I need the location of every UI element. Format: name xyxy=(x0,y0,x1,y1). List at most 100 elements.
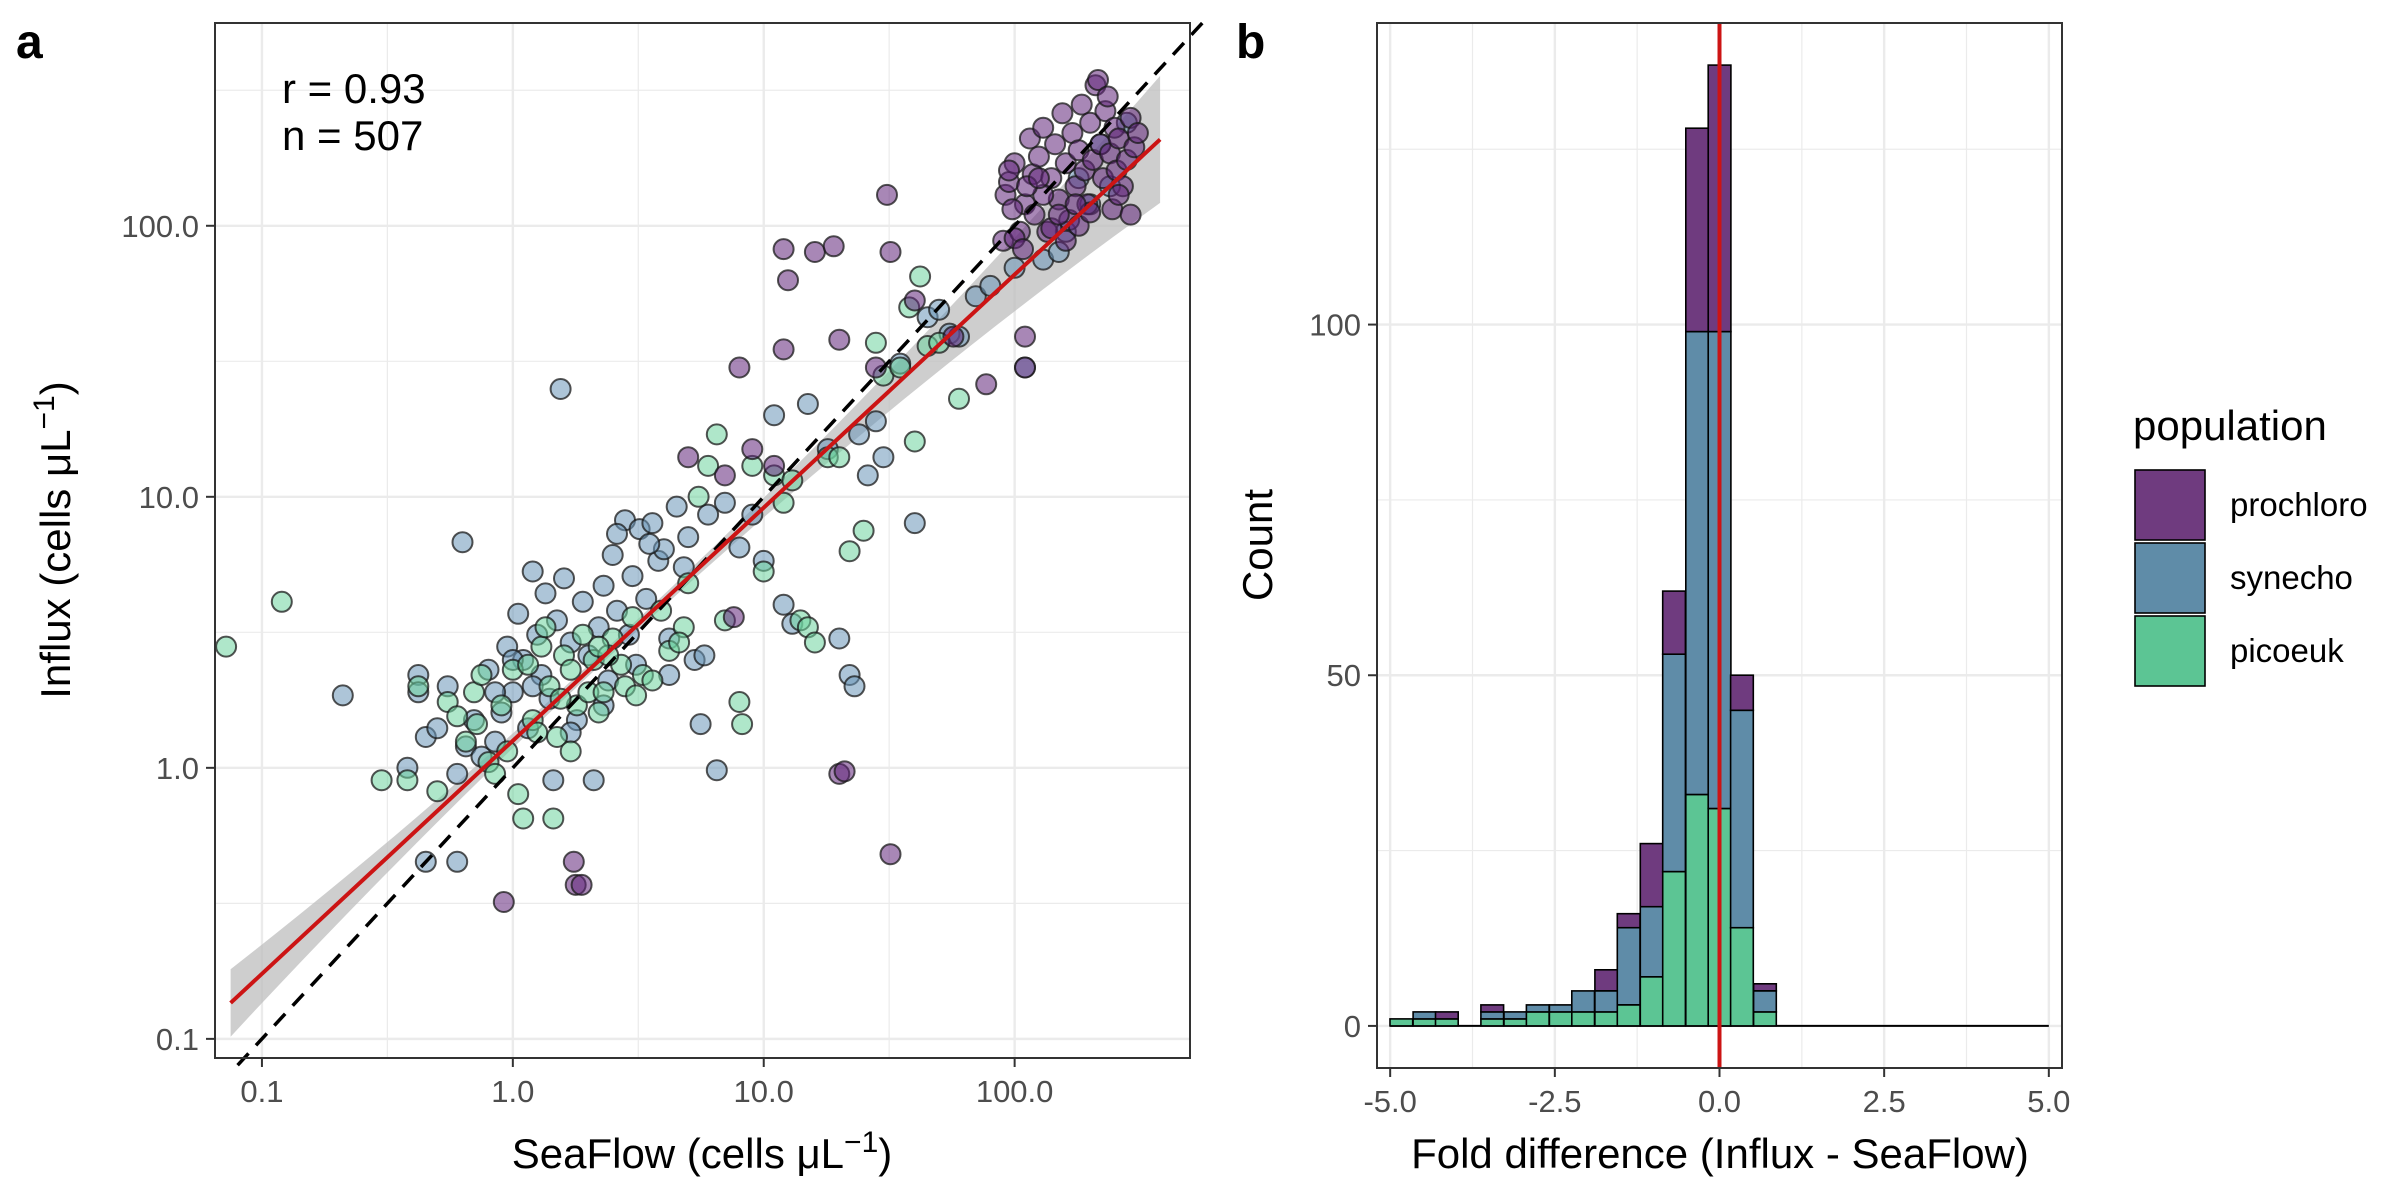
scatter-point-prochloro xyxy=(772,238,795,261)
scatter-x-axis-title: SeaFlow (cells μL−1) xyxy=(512,1126,893,1177)
scatter-point-synecho xyxy=(507,602,530,625)
x-tick-label: 1.0 xyxy=(491,1074,534,1109)
scatter-x-title-exponent: −1 xyxy=(844,1126,878,1159)
scatter-point-picoeuk xyxy=(909,265,932,288)
legend-title: population xyxy=(2133,402,2327,449)
scatter-point-prochloro xyxy=(677,446,700,469)
scatter-point-prochloro xyxy=(562,850,585,873)
scatter-point-prochloro xyxy=(942,325,965,348)
scatter-point-synecho xyxy=(697,503,720,526)
scatter-point-picoeuk xyxy=(772,491,795,514)
scatter-point-prochloro xyxy=(833,760,856,783)
histogram-bar-synecho xyxy=(1525,1004,1550,1013)
scatter-point-prochloro xyxy=(728,356,751,379)
scatter-point-picoeuk xyxy=(559,740,582,763)
scatter-point-picoeuk xyxy=(731,713,754,736)
scatter-point-picoeuk xyxy=(454,730,477,753)
histogram-bar-synecho xyxy=(1480,1011,1505,1020)
scatter-point-synecho xyxy=(828,627,851,650)
histogram-bar-synecho xyxy=(1594,990,1619,1013)
histogram-bar-synecho xyxy=(1752,990,1778,1013)
scatter-point-picoeuk xyxy=(470,664,493,686)
scatter-point-synecho xyxy=(677,526,700,549)
scatter-point-synecho xyxy=(864,410,887,433)
scatter-point-prochloro xyxy=(803,241,826,263)
scatter-point-prochloro xyxy=(570,873,593,896)
scatter-point-prochloro xyxy=(772,338,795,361)
scatter-y-axis-title: Influx (cells μL−1) xyxy=(28,381,79,699)
scatter-point-synecho xyxy=(451,531,474,554)
scatter-point-prochloro xyxy=(1014,356,1036,379)
scatter-point-picoeuk xyxy=(542,807,565,830)
scatter-point-picoeuk xyxy=(496,740,519,763)
y-tick-label: 1.0 xyxy=(156,751,199,786)
scatter-point-picoeuk xyxy=(852,519,875,542)
scatter-point-synecho xyxy=(665,495,688,518)
scatter-point-synecho xyxy=(689,713,712,736)
scatter-point-picoeuk xyxy=(559,658,582,681)
scatter-point-picoeuk xyxy=(625,684,648,707)
scatter-point-synecho xyxy=(728,536,751,559)
panel-letter-b: b xyxy=(1236,16,1265,69)
scatter-point-synecho xyxy=(553,567,575,590)
scatter-point-picoeuk xyxy=(948,387,970,410)
legend-label-picoeuk: picoeuk xyxy=(2230,632,2344,669)
scatter-point-prochloro xyxy=(763,454,786,477)
regression-line xyxy=(229,137,1162,1005)
histogram-bar-synecho xyxy=(1729,709,1755,929)
scatter-point-prochloro xyxy=(777,269,799,292)
scatter-point-picoeuk xyxy=(507,783,530,806)
legend-swatch-prochloro xyxy=(2134,469,2206,541)
histogram-bar-synecho xyxy=(1412,1011,1437,1020)
scatter-point-synecho xyxy=(426,717,449,740)
scatter-point-picoeuk xyxy=(803,631,826,654)
histogram-bar-prochloro xyxy=(1752,982,1778,992)
histogram-bar-synecho xyxy=(1548,1004,1573,1013)
histogram-bar-picoeuk xyxy=(1661,870,1687,1027)
scatter-point-picoeuk xyxy=(592,681,615,704)
scatter-point-synecho xyxy=(446,850,469,873)
scatter-point-prochloro xyxy=(1070,93,1093,116)
scatter-point-synecho xyxy=(741,503,764,526)
legend-items: prochloro synecho picoeuk xyxy=(2134,469,2368,687)
scatter-y-title-close: ) xyxy=(32,381,79,395)
scatter-point-prochloro xyxy=(975,373,998,396)
scatter-point-picoeuk xyxy=(668,631,691,654)
scatter-point-synecho xyxy=(903,512,926,535)
correlation-annotation: r = 0.93 xyxy=(282,65,426,112)
scatter-point-picoeuk xyxy=(728,691,751,713)
histogram-bar-picoeuk xyxy=(1412,1018,1437,1027)
scatter-panel: a 0.1 1.0 10.0 100.0 0.1 1.0 10.0 100.0 r = 0.9… xyxy=(16,16,1204,1177)
scatter-point-picoeuk xyxy=(587,635,610,658)
x-tick-label: 5.0 xyxy=(2027,1084,2070,1119)
scatter-point-synecho xyxy=(571,590,594,613)
scatter-point-picoeuk xyxy=(396,769,419,792)
identity-line xyxy=(236,21,1204,1067)
x-tick-label: 0.1 xyxy=(240,1074,283,1109)
scatter-point-picoeuk xyxy=(697,454,720,477)
scatter-point-picoeuk xyxy=(687,485,710,508)
scatter-point-picoeuk xyxy=(641,669,664,692)
x-tick-label: 10.0 xyxy=(734,1074,794,1109)
scatter-axis-ticks: 0.1 1.0 10.0 100.0 0.1 1.0 10.0 100.0 xyxy=(121,209,1053,1109)
histogram-bar-picoeuk xyxy=(1594,1011,1619,1027)
sample-size-annotation: n = 507 xyxy=(282,112,423,159)
histogram-bar-picoeuk xyxy=(1480,1018,1505,1027)
y-tick-label: 100 xyxy=(1309,308,1361,343)
scatter-point-prochloro xyxy=(713,464,736,487)
confidence-band-shape xyxy=(230,75,1161,1037)
scatter-y-title-main: Influx (cells μL xyxy=(32,429,79,698)
x-tick-label: 0.0 xyxy=(1698,1084,1741,1119)
confidence-band xyxy=(230,75,1161,1037)
histogram-bar-synecho xyxy=(1571,990,1596,1013)
histogram-bar-picoeuk xyxy=(1571,1011,1596,1027)
scatter-point-synecho xyxy=(542,769,565,792)
legend: population prochloro synecho picoeuk xyxy=(2133,402,2368,687)
scatter-point-picoeuk xyxy=(512,807,535,830)
scatter-point-prochloro xyxy=(1054,229,1077,252)
histogram-bar-prochloro xyxy=(1616,912,1641,929)
scatter-point-picoeuk xyxy=(705,423,728,446)
legend-label-prochloro: prochloro xyxy=(2230,486,2368,523)
scatter-point-picoeuk xyxy=(466,713,488,736)
